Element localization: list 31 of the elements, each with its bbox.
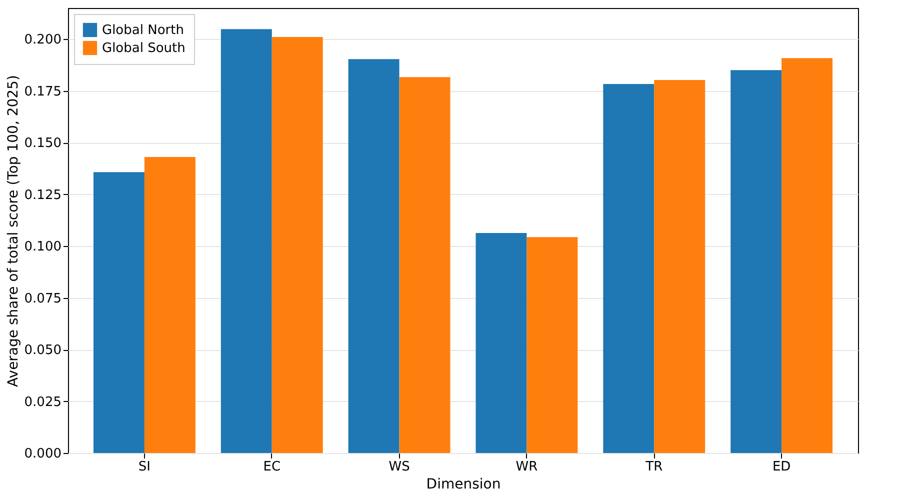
x-tick-label: WR [516,460,538,474]
y-tick-label: 0.100 [24,240,62,255]
legend-label: Global South [102,41,186,56]
bar [603,84,654,453]
bar [220,29,272,453]
x-tick-label: EC [263,460,281,474]
y-tick-label: 0.150 [24,136,62,152]
bar [399,77,450,453]
bar [348,59,400,453]
y-tick-label: 0.075 [24,291,62,306]
x-tick-label: WS [388,460,410,474]
bar [93,172,144,453]
bar [526,237,578,453]
bar [272,36,323,453]
y-tick-label: 0.025 [24,394,62,410]
bar [730,70,782,453]
x-tick-label: SI [138,460,150,474]
y-tick-label: 0.000 [24,446,62,462]
bar [654,80,706,453]
y-tick-label: 0.200 [24,32,62,48]
x-axis-title: Dimension [426,476,501,492]
y-tick-label: 0.125 [24,188,62,203]
y-tick-label: 0.175 [24,84,62,100]
bar [144,157,196,453]
bar [476,232,527,453]
y-axis-title: Average share of total score (Top 100, 2025) [5,75,22,387]
bar [782,58,833,453]
legend-label: Global North [102,23,184,38]
x-tick-label: TR [644,460,663,474]
x-tick-label: ED [772,460,791,474]
y-tick-label: 0.050 [24,343,62,358]
